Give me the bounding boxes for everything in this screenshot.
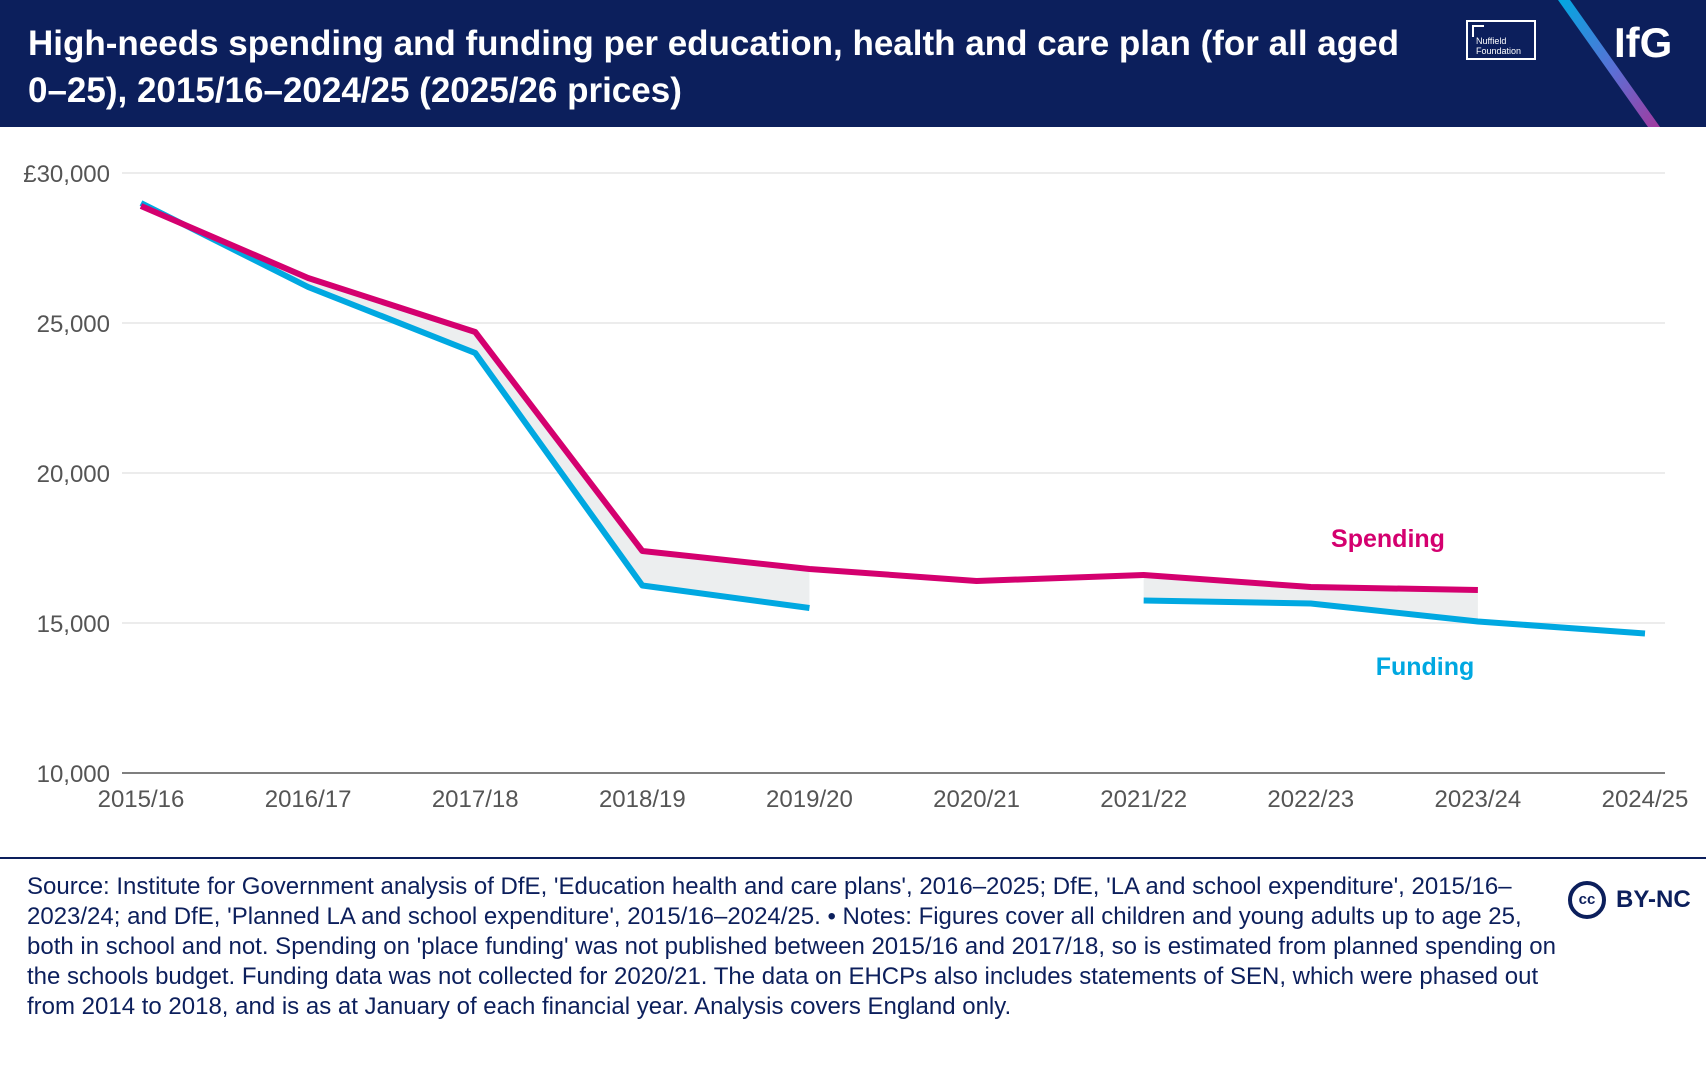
x-tick-label: 2017/18 — [432, 786, 519, 813]
x-tick-label: 2022/23 — [1267, 786, 1354, 813]
y-tick-label: 25,000 — [37, 311, 110, 338]
x-axis-tick-labels: 2015/16 2016/17 2017/18 2018/19 2019/20 2020/… — [98, 786, 1689, 813]
x-tick-label: 2020/21 — [933, 786, 1020, 813]
series-label-spending: Spending — [1331, 525, 1445, 553]
y-tick-label: 20,000 — [37, 461, 110, 488]
licence-badge[interactable]: cc BY-NC — [1568, 878, 1691, 922]
source-notes: Source: Institute for Government analysi… — [27, 873, 1556, 1020]
nuffield-logo-line2: Foundation — [1476, 46, 1522, 56]
series-lines — [139, 200, 1646, 637]
licence-label: BY-NC — [1616, 886, 1691, 913]
x-tick-label: 2018/19 — [599, 786, 686, 813]
nuffield-foundation-logo: Nuffield Foundation — [1466, 20, 1536, 60]
series-line-funding — [1143, 597, 1646, 637]
y-tick-label: 15,000 — [37, 611, 110, 638]
x-tick-label: 2015/16 — [98, 786, 185, 813]
x-tick-label: 2023/24 — [1435, 786, 1522, 813]
y-axis-tick-labels: £30,000 25,000 20,000 15,000 10,000 — [23, 161, 110, 788]
gap-area — [141, 203, 810, 608]
y-tick-label: £30,000 — [23, 161, 110, 188]
x-tick-label: 2021/22 — [1100, 786, 1187, 813]
series-label-funding: Funding — [1376, 653, 1475, 681]
series-line-spending — [139, 203, 1478, 593]
gap-shading — [141, 203, 1478, 622]
chart-title: High-needs spending and funding per educ… — [28, 24, 1399, 110]
x-tick-label: 2019/20 — [766, 786, 853, 813]
footer-divider — [0, 857, 1706, 859]
gridlines — [122, 172, 1665, 774]
header-banner: High-needs spending and funding per educ… — [0, 0, 1706, 127]
x-tick-label: 2024/25 — [1602, 786, 1689, 813]
ifg-logo: IfG — [1614, 19, 1673, 66]
y-tick-label: 10,000 — [37, 761, 110, 788]
nuffield-mark-icon — [1472, 25, 1484, 37]
x-tick-label: 2016/17 — [265, 786, 352, 813]
nuffield-logo-line1: Nuffield — [1476, 36, 1507, 46]
ifg-stripe-icon — [1558, 0, 1660, 127]
series-line-funding — [139, 200, 810, 611]
creative-commons-icon: cc — [1568, 881, 1606, 919]
